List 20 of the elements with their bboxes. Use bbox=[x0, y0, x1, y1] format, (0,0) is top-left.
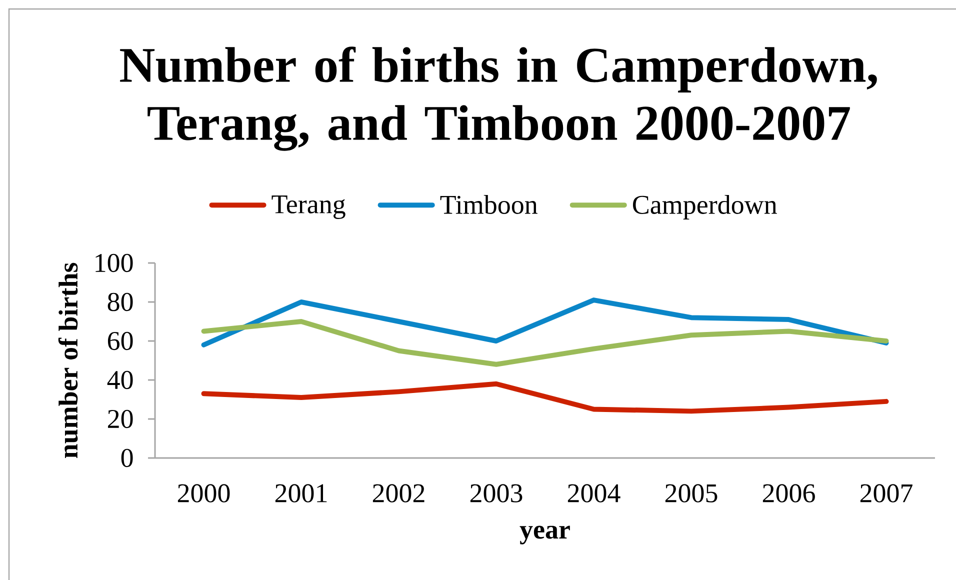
legend-label: Camperdown bbox=[632, 194, 777, 220]
y-tick-label: 60 bbox=[108, 332, 133, 350]
x-tick-label: 2002 bbox=[372, 484, 424, 502]
y-tick-label: 20 bbox=[108, 410, 133, 428]
y-tick-label: 0 bbox=[121, 448, 133, 468]
y-tick-label: 100 bbox=[96, 254, 133, 272]
y-tick-label: 40 bbox=[107, 370, 133, 390]
x-tick-label: 2001 bbox=[275, 484, 327, 502]
y-axis-title: number of births bbox=[58, 262, 78, 458]
x-tick-label: 2004 bbox=[568, 484, 620, 502]
x-tick-label: 2003 bbox=[470, 484, 522, 502]
x-tick-label: 2007 bbox=[860, 484, 912, 502]
x-tick-label: 2000 bbox=[178, 484, 230, 502]
y-tick-label: 80 bbox=[108, 292, 133, 312]
x-tick-label: 2006 bbox=[762, 484, 815, 502]
x-axis-title: year bbox=[520, 526, 570, 544]
legend-label: Timboon bbox=[440, 194, 538, 214]
legend-label: Terang bbox=[272, 195, 346, 219]
chart-title: Number of births in Camperdown, Terang, and Timboon 2000-2007 bbox=[120, 46, 877, 151]
x-tick-label: 2005 bbox=[665, 484, 718, 502]
